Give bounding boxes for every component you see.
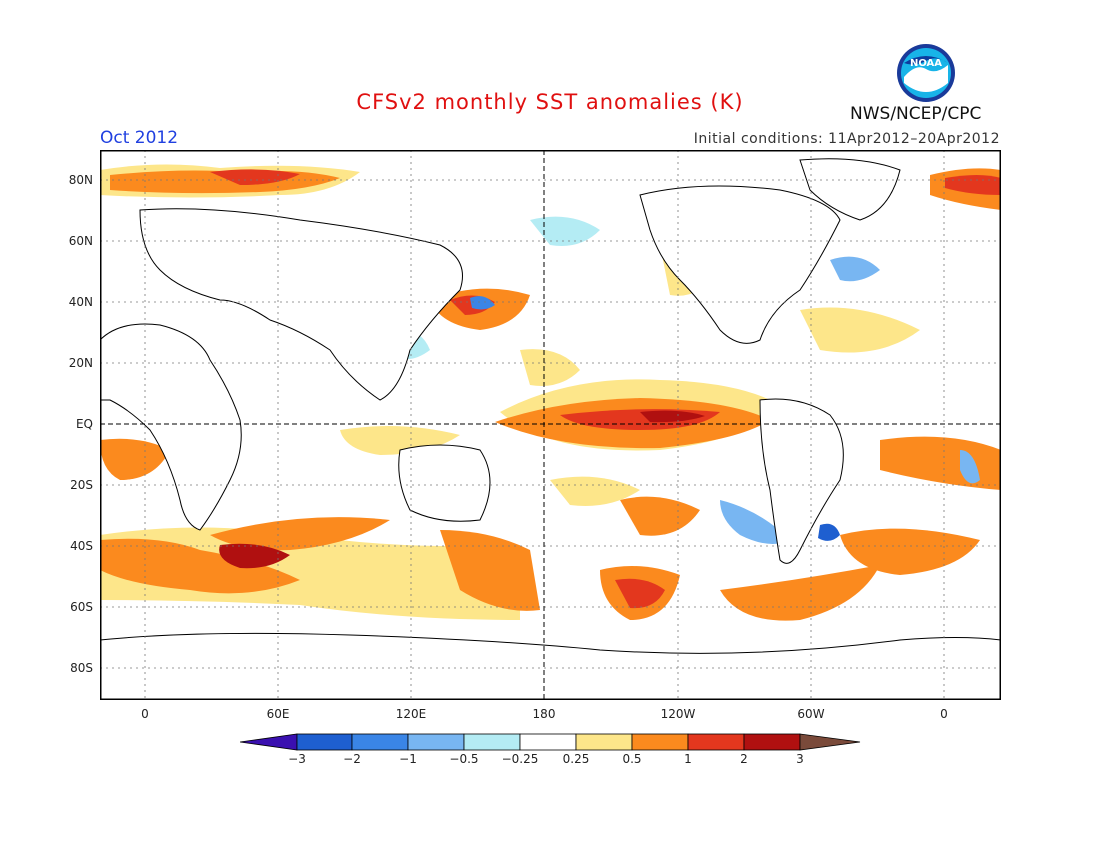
- colorbar-label: 1: [684, 752, 692, 766]
- colorbar-label: −2: [343, 752, 361, 766]
- colorbar-low-arrow: [240, 733, 298, 751]
- lon-label: 60W: [797, 707, 825, 721]
- continents: [100, 158, 1001, 700]
- anomaly-field: [100, 164, 1001, 621]
- colorbar-label: −0.25: [501, 752, 539, 766]
- lat-label: 60N: [68, 234, 93, 248]
- antarctica: [100, 632, 1001, 700]
- lon-label: 0: [141, 707, 149, 721]
- colorbar-bin: [519, 733, 577, 751]
- colorbar-bin: [575, 733, 633, 751]
- australia: [398, 444, 491, 522]
- colorbar-label: −0.5: [449, 752, 479, 766]
- colorbar-label: 2: [740, 752, 748, 766]
- colorbar: [240, 733, 861, 751]
- lat-label: 40S: [70, 539, 93, 553]
- lon-label: 120E: [395, 707, 427, 721]
- colorbar-bin: [463, 733, 521, 751]
- lon-label: 60E: [266, 707, 290, 721]
- initial-conditions: Initial conditions: 11Apr2012–20Apr2012: [693, 131, 1000, 147]
- lat-label: 60S: [70, 600, 93, 614]
- graticule: [100, 150, 1001, 700]
- colorbar-bin: [407, 733, 465, 751]
- lon-label: 120W: [660, 707, 696, 721]
- lat-label: 80S: [70, 661, 93, 675]
- noaa-logo: NOAA: [897, 44, 955, 102]
- logo-text: NOAA: [910, 58, 942, 69]
- colorbar-bin: [296, 733, 353, 751]
- sst-anomaly-map: [100, 150, 1001, 700]
- colorbar-label: −1: [399, 752, 417, 766]
- colorbar-label: 3: [796, 752, 804, 766]
- colorbar-bin: [351, 733, 409, 751]
- map-title: CFSv2 monthly SST anomalies (K): [356, 90, 744, 114]
- lon-label: 0: [940, 707, 948, 721]
- colorbar-label: 0.25: [562, 752, 590, 766]
- forecast-month: Oct 2012: [100, 128, 179, 148]
- colorbar-bin: [631, 733, 689, 751]
- map-frame: [100, 150, 1001, 700]
- lon-label: 180: [532, 707, 556, 721]
- colorbar-label: 0.5: [622, 752, 642, 766]
- lat-label: 20S: [70, 478, 93, 492]
- greenland: [799, 158, 901, 221]
- south-america: [759, 398, 844, 564]
- colorbar-label: −3: [288, 752, 306, 766]
- colorbar-high-arrow: [799, 733, 861, 751]
- lat-label: 40N: [68, 295, 93, 309]
- colorbar-bin: [687, 733, 745, 751]
- colorbar-bin: [743, 733, 801, 751]
- africa: [100, 323, 242, 531]
- eurasia: [139, 208, 463, 401]
- lat-label: 20N: [68, 356, 93, 370]
- lat-label: 80N: [68, 173, 93, 187]
- lat-label: EQ: [75, 417, 93, 431]
- agency-label: NWS/NCEP/CPC: [850, 104, 982, 124]
